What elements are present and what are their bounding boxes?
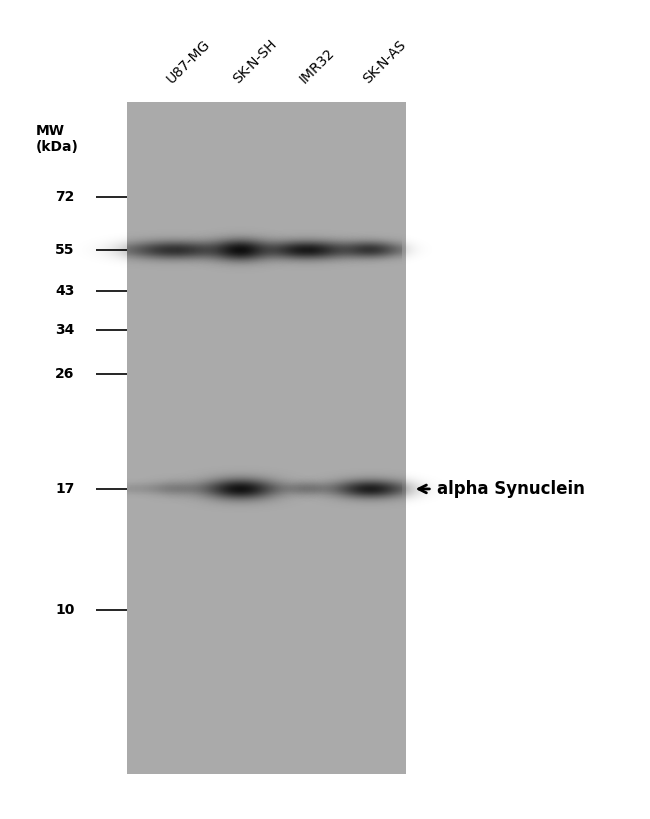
Text: 55: 55 xyxy=(55,242,75,257)
Text: 17: 17 xyxy=(55,482,75,496)
Text: IMR32: IMR32 xyxy=(297,46,337,86)
Text: 43: 43 xyxy=(55,283,75,298)
Text: MW
(kDa): MW (kDa) xyxy=(36,124,79,154)
Text: 26: 26 xyxy=(55,367,75,382)
Text: U87-MG: U87-MG xyxy=(164,37,213,86)
Text: SK-N-SH: SK-N-SH xyxy=(231,37,280,86)
Text: 72: 72 xyxy=(55,189,75,204)
Text: 10: 10 xyxy=(55,603,75,618)
Text: 34: 34 xyxy=(55,323,75,337)
Text: SK-N-AS: SK-N-AS xyxy=(361,38,409,86)
Text: alpha Synuclein: alpha Synuclein xyxy=(437,480,585,498)
Bar xyxy=(127,102,406,774)
